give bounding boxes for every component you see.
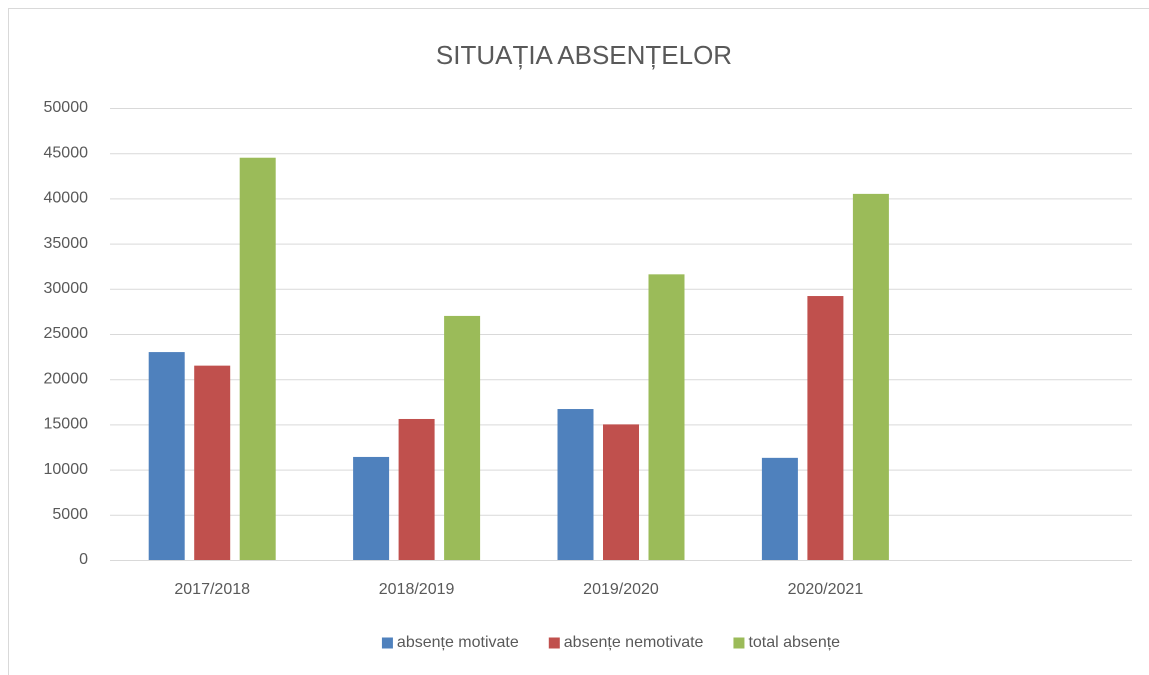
legend-label: absențe motivate [397,634,519,651]
bar [148,352,185,560]
y-tick-label: 0 [79,551,88,568]
legend-swatch [548,637,560,649]
x-tick-label: 2018/2019 [379,581,455,598]
bar [398,418,435,560]
y-tick-label: 5000 [52,506,88,523]
bar [194,365,231,560]
y-tick-label: 10000 [44,461,89,478]
y-tick-label: 40000 [44,190,89,207]
bar [648,274,685,560]
y-tick-label: 45000 [44,144,89,161]
x-tick-label: 2019/2020 [583,581,659,598]
legend-swatch [733,637,745,649]
chart-title: SITUAȚIA ABSENȚELOR [436,40,732,70]
chart-frame [8,8,1149,675]
bar [353,456,390,560]
bar [761,457,798,560]
bar [807,296,844,560]
x-tick-label: 2017/2018 [174,581,250,598]
x-tick-label: 2020/2021 [788,581,864,598]
y-tick-label: 35000 [44,235,89,252]
bar [557,409,594,560]
legend-label: absențe nemotivate [564,634,704,651]
y-tick-label: 50000 [44,99,89,116]
legend-swatch [381,637,393,649]
legend-label: total absențe [748,634,840,651]
y-tick-label: 25000 [44,325,89,342]
bar [239,157,276,560]
y-tick-label: 20000 [44,370,89,387]
bar [444,315,481,560]
bar [852,193,889,560]
y-tick-label: 30000 [44,280,89,297]
bar [603,424,639,560]
y-tick-label: 15000 [44,416,89,433]
